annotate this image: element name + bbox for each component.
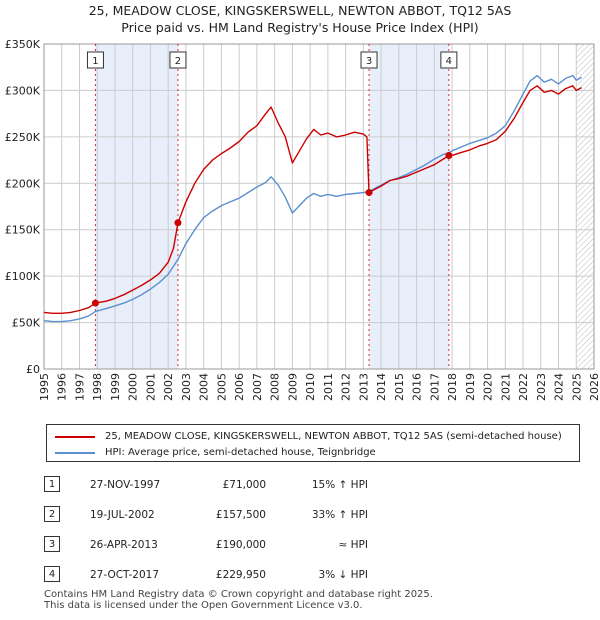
y-tick-label: £250K	[5, 131, 41, 144]
x-tick-label: 2005	[215, 373, 228, 401]
sale-point	[91, 299, 99, 307]
sale-price: £157,500	[215, 509, 266, 521]
x-tick-label: 1997	[73, 373, 86, 401]
x-tick-label: 2004	[198, 373, 211, 401]
sale-hpi-comparison: 15% ↑ HPI	[311, 479, 368, 491]
sale-marker-number: 4	[446, 56, 452, 67]
legend-swatch-property	[55, 435, 95, 438]
sale-number-badge: 2	[44, 506, 60, 522]
x-tick-label: 2018	[446, 373, 459, 401]
x-tick-label: 2021	[499, 373, 512, 401]
sale-number-badge: 3	[44, 536, 60, 552]
projection-hatch	[576, 44, 594, 369]
y-tick-label: £200K	[5, 177, 41, 190]
chart-legend: 25, MEADOW CLOSE, KINGSKERSWELL, NEWTON …	[46, 424, 580, 462]
title-line-2: Price paid vs. HM Land Registry's House …	[121, 20, 479, 35]
y-tick-label: £0	[26, 363, 40, 376]
x-tick-label: 2025	[570, 373, 583, 401]
sale-marker-number: 3	[366, 56, 372, 67]
sale-date: 27-OCT-2017	[90, 569, 159, 581]
x-tick-label: 1995	[38, 373, 51, 401]
sale-number-badge: 1	[44, 476, 60, 492]
sale-marker-number: 2	[175, 56, 181, 67]
x-tick-label: 2006	[233, 373, 246, 401]
sale-marker-box	[169, 51, 187, 69]
x-tick-label: 2012	[340, 373, 353, 401]
shaded-period	[369, 44, 449, 369]
footer-line-2: This data is licensed under the Open Gov…	[44, 600, 363, 611]
x-tick-label: 1998	[91, 373, 104, 401]
legend-item-property: 25, MEADOW CLOSE, KINGSKERSWELL, NEWTON …	[55, 431, 562, 442]
x-tick-label: 2000	[127, 373, 140, 401]
sale-row: 2 19-JUL-2002 £157,500 33% ↑ HPI	[44, 506, 444, 526]
x-tick-label: 2011	[322, 373, 335, 401]
y-tick-label: £100K	[5, 270, 41, 283]
y-tick-label: £350K	[5, 38, 41, 51]
x-tick-label: 2009	[286, 373, 299, 401]
sale-marker-box	[360, 51, 378, 69]
legend-item-hpi: HPI: Average price, semi-detached house,…	[55, 447, 376, 458]
x-tick-label: 2017	[428, 373, 441, 401]
sale-price: £190,000	[215, 539, 266, 551]
sale-row: 4 27-OCT-2017 £229,950 3% ↓ HPI	[44, 566, 444, 586]
chart-title: 25, MEADOW CLOSE, KINGSKERSWELL, NEWTON …	[0, 2, 600, 36]
attribution-footer: Contains HM Land Registry data © Crown c…	[44, 589, 433, 611]
sale-row: 1 27-NOV-1997 £71,000 15% ↑ HPI	[44, 476, 444, 496]
legend-label-hpi: HPI: Average price, semi-detached house,…	[105, 447, 376, 458]
sale-point	[174, 219, 182, 227]
x-tick-label: 2016	[411, 373, 424, 401]
x-tick-label: 2020	[482, 373, 495, 401]
title-line-1: 25, MEADOW CLOSE, KINGSKERSWELL, NEWTON …	[88, 3, 512, 18]
y-tick-label: £50K	[12, 317, 41, 330]
legend-label-property: 25, MEADOW CLOSE, KINGSKERSWELL, NEWTON …	[105, 431, 562, 442]
sale-row: 3 26-APR-2013 £190,000 ≈ HPI	[44, 536, 444, 556]
x-tick-label: 2001	[144, 373, 157, 401]
x-tick-label: 1999	[109, 373, 122, 401]
sale-point	[445, 151, 453, 159]
sale-date: 26-APR-2013	[90, 539, 158, 551]
plot-frame	[43, 43, 595, 370]
sale-marker-box	[440, 51, 458, 69]
sale-date: 19-JUL-2002	[90, 509, 155, 521]
x-tick-label: 2008	[269, 373, 282, 401]
x-tick-label: 1996	[56, 373, 69, 401]
sale-point	[365, 189, 373, 197]
price-chart: £0 £50K £100K £150K £200K £250K £300K £350K 1995…	[5, 38, 600, 401]
x-tick-label: 2023	[535, 373, 548, 401]
shaded-period	[95, 44, 178, 369]
sale-hpi-comparison: 33% ↑ HPI	[311, 509, 368, 521]
sale-hpi-comparison: ≈ HPI	[338, 539, 368, 551]
x-tick-label: 2002	[162, 373, 175, 401]
x-tick-label: 2015	[393, 373, 406, 401]
legend-swatch-hpi	[55, 451, 95, 454]
footer-line-1: Contains HM Land Registry data © Crown c…	[44, 589, 433, 600]
sale-price: £71,000	[222, 479, 266, 491]
x-tick-label: 2026	[588, 373, 600, 401]
x-tick-label: 2019	[464, 373, 477, 401]
x-tick-label: 2014	[375, 373, 388, 401]
hpi-line	[43, 74, 582, 323]
sale-price: £229,950	[215, 569, 266, 581]
sale-hpi-comparison: 3% ↓ HPI	[318, 569, 368, 581]
x-tick-label: 2003	[180, 373, 193, 401]
x-tick-label: 2024	[553, 373, 566, 401]
y-tick-label: £300K	[5, 84, 41, 97]
sale-number-badge: 4	[44, 566, 60, 582]
property-price-line	[43, 85, 582, 314]
x-tick-label: 2007	[251, 373, 264, 401]
x-tick-label: 2010	[304, 373, 317, 401]
sale-marker-box	[86, 51, 104, 69]
x-tick-label: 2022	[517, 373, 530, 401]
y-tick-label: £150K	[5, 224, 41, 237]
x-tick-label: 2013	[357, 373, 370, 401]
sale-marker-number: 1	[92, 56, 98, 67]
sale-date: 27-NOV-1997	[90, 479, 161, 491]
